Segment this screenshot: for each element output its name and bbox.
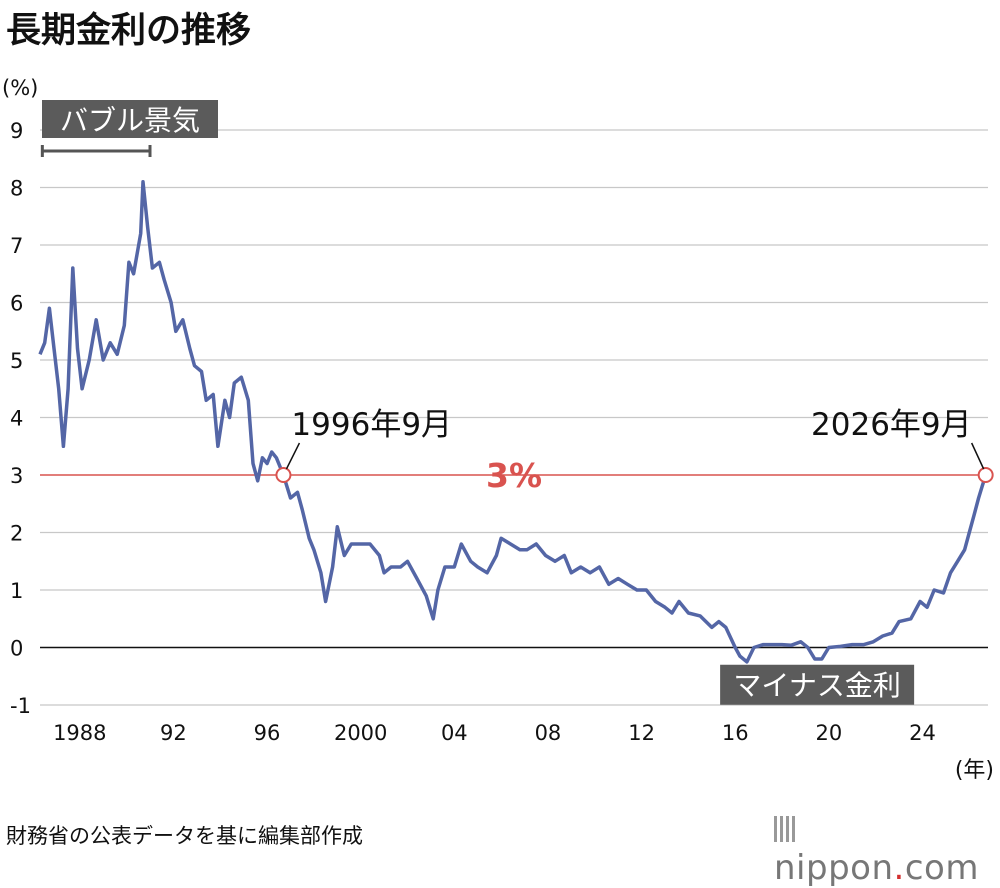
- x-tick-label: 16: [722, 721, 749, 745]
- brand-logo: nippon.com: [774, 808, 1000, 888]
- chart-title: 長期金利の推移: [6, 11, 252, 51]
- logo-bars-icon: [774, 816, 796, 842]
- x-tick-label: 12: [628, 721, 655, 745]
- x-tick-label: 24: [909, 721, 936, 745]
- grid-lines: [40, 129, 988, 706]
- annotation-marker-1996: [275, 467, 292, 483]
- x-tick-label: 20: [815, 721, 842, 745]
- annotation-label-2026: 2026年9月: [811, 407, 972, 443]
- brand-prefix: nippon: [774, 848, 894, 888]
- annotation-leader-2026: [970, 442, 985, 470]
- x-axis-unit-label: (年): [954, 758, 994, 783]
- annotation-leader-1996: [285, 442, 301, 470]
- source-note: 財務省の公表データを基に編集部作成: [6, 824, 363, 848]
- x-tick-label: 08: [535, 721, 562, 745]
- annotation-marker-2026: [977, 467, 994, 483]
- x-tick-labels: 1988 92 96 2000 04 08 12 16 20 24: [53, 721, 936, 745]
- period-label-box: [42, 100, 218, 138]
- y-axis-unit-label: (%): [2, 76, 39, 100]
- callout-box: [720, 664, 915, 705]
- y-tick-label: 4: [10, 407, 23, 431]
- brand-suffix: com: [904, 848, 979, 888]
- x-tick-label: 1988: [53, 721, 106, 745]
- y-tick-label: 0: [10, 637, 23, 661]
- y-tick-label: 2: [10, 522, 23, 546]
- y-tick-label: -1: [10, 694, 31, 718]
- y-tick-label: 5: [10, 349, 23, 373]
- y-tick-label: 1: [10, 579, 23, 603]
- brand-dot: .: [893, 848, 905, 888]
- callout-label: マイナス金利: [733, 669, 900, 702]
- x-tick-label: 96: [254, 721, 281, 745]
- period-label: バブル景気: [60, 104, 200, 137]
- y-tick-label: 9: [10, 119, 23, 143]
- x-tick-label: 92: [160, 721, 187, 745]
- x-tick-label: 04: [441, 721, 468, 745]
- annotation-label-1996: 1996年9月: [291, 407, 452, 443]
- y-tick-label: 8: [10, 177, 23, 201]
- period-marker: バブル景気: [40, 100, 218, 157]
- x-tick-label: 2000: [334, 721, 387, 745]
- y-tick-label: 7: [10, 234, 23, 258]
- annotations: 1996年9月 2026年9月: [275, 407, 994, 483]
- series-line: [38, 180, 988, 664]
- y-tick-label: 6: [10, 292, 23, 316]
- y-tick-labels: 9 8 7 6 5 4 3 2 1 0 -1: [10, 119, 31, 718]
- line-chart: 9 8 7 6 5 4 3 2 1 0 -1 1988 92 96 2000 04 08 12 16 20 24 3%…: [10, 100, 994, 745]
- y-tick-label: 3: [10, 464, 23, 488]
- callout: マイナス金利: [720, 664, 915, 705]
- threshold-label: 3%: [486, 456, 542, 495]
